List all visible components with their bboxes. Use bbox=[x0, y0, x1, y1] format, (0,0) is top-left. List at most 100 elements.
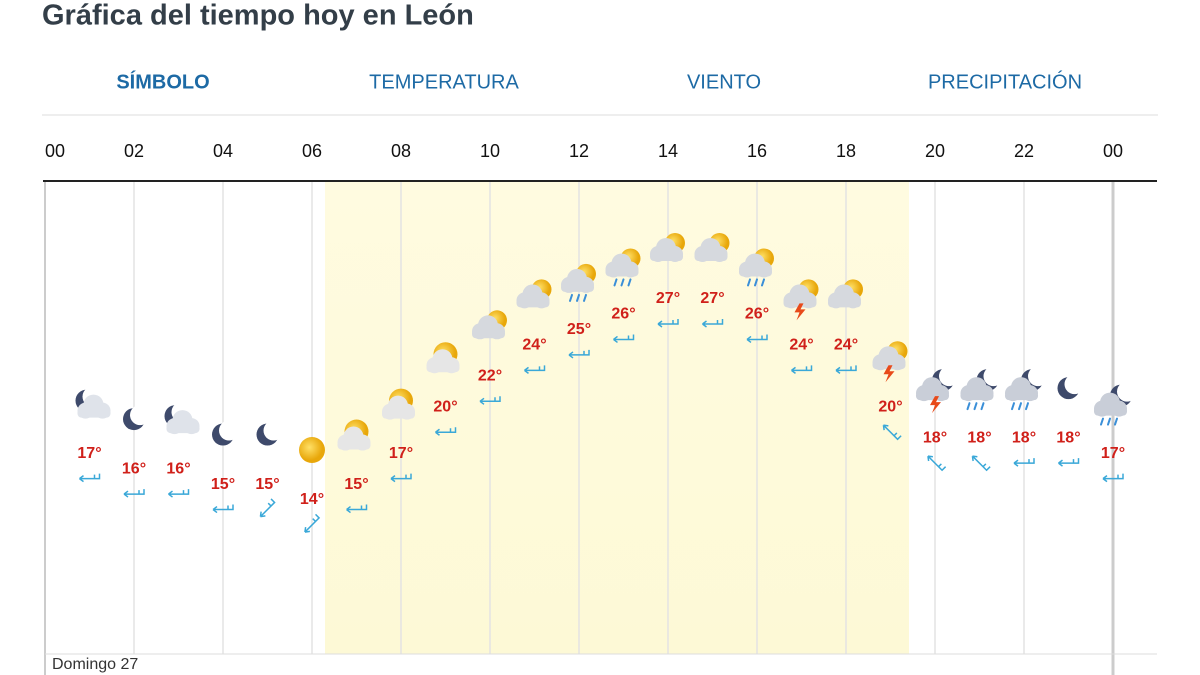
x-tick-label: 00 bbox=[45, 141, 65, 161]
wind-arrow bbox=[1013, 458, 1035, 467]
rain-drop bbox=[627, 278, 632, 287]
wind-arrow bbox=[259, 498, 276, 518]
rain-drop bbox=[1100, 417, 1104, 426]
weather-icon bbox=[960, 366, 1004, 411]
lightning bbox=[883, 365, 895, 383]
wind-arrow bbox=[835, 365, 857, 374]
temperature-label: 16° bbox=[122, 460, 146, 477]
weather-icon bbox=[75, 386, 111, 419]
wind-arrow bbox=[657, 319, 679, 328]
wind-arrow-shape bbox=[568, 349, 590, 359]
wind-arrow bbox=[613, 334, 635, 344]
sun bbox=[299, 437, 325, 463]
x-tick-label: 10 bbox=[480, 141, 500, 161]
rain-drop bbox=[583, 293, 587, 302]
wind-arrow-shape bbox=[971, 455, 991, 472]
moon-cut bbox=[1028, 366, 1048, 387]
weather-icon bbox=[426, 342, 460, 374]
temperature-label: 17° bbox=[389, 445, 413, 462]
weather-icon bbox=[783, 279, 819, 321]
wind-arrow-shape bbox=[79, 473, 101, 483]
cloud bbox=[650, 252, 683, 261]
tab[interactable]: VIENTO bbox=[687, 71, 761, 93]
wind-arrow bbox=[123, 489, 145, 498]
rain-drop bbox=[747, 278, 751, 287]
temperature-label: 15° bbox=[344, 476, 368, 493]
wind-arrow-shape bbox=[346, 504, 368, 514]
wind-arrow-shape bbox=[1058, 458, 1080, 467]
temperature-label: 14° bbox=[300, 491, 324, 508]
cloud bbox=[783, 298, 817, 308]
moon-cut bbox=[1064, 374, 1085, 395]
weather-icon bbox=[299, 437, 325, 463]
x-tick-label: 14 bbox=[658, 141, 678, 161]
moon-cut bbox=[939, 366, 959, 387]
wind-arrow bbox=[168, 489, 190, 498]
wind-arrow-shape bbox=[702, 319, 724, 328]
temperature-label: 26° bbox=[611, 306, 635, 323]
weather-icon bbox=[1005, 366, 1048, 411]
cloud bbox=[1094, 406, 1127, 416]
temperature-label: 22° bbox=[478, 368, 502, 385]
rain-drop bbox=[576, 293, 580, 302]
moon-cut bbox=[1117, 381, 1137, 402]
temperature-label: 20° bbox=[433, 398, 457, 415]
weather-icon bbox=[164, 402, 200, 435]
wind-arrow-shape bbox=[390, 473, 412, 483]
wind-arrow-shape bbox=[168, 489, 190, 498]
x-tick-label: 02 bbox=[124, 141, 144, 161]
cloud bbox=[1005, 391, 1038, 401]
wind-arrow bbox=[390, 473, 412, 483]
weather-icon bbox=[256, 420, 284, 446]
weather-icon bbox=[605, 248, 641, 287]
wind-arrow-shape bbox=[1102, 473, 1124, 483]
temperature-label: 27° bbox=[656, 290, 680, 307]
wind-arrow-shape bbox=[882, 424, 902, 441]
cloud bbox=[426, 363, 460, 373]
wind-arrow-shape bbox=[1013, 458, 1035, 467]
temperature-label: 17° bbox=[77, 445, 101, 462]
cloud bbox=[472, 329, 505, 339]
weather-icon bbox=[694, 233, 730, 262]
cloud bbox=[382, 409, 415, 419]
weather-icon bbox=[916, 366, 959, 414]
temperature-label: 16° bbox=[166, 460, 190, 477]
cloud bbox=[77, 408, 111, 418]
cloud bbox=[739, 267, 772, 277]
rain-drop bbox=[1011, 402, 1015, 411]
wind-arrow bbox=[791, 365, 813, 374]
cloud bbox=[166, 424, 200, 434]
rain-drop bbox=[980, 402, 985, 411]
wind-arrow bbox=[479, 396, 501, 405]
weather-icon bbox=[739, 248, 774, 287]
wind-arrow-shape bbox=[304, 513, 321, 533]
wind-arrow-shape bbox=[212, 504, 234, 514]
wind-arrow-shape bbox=[259, 498, 276, 518]
tab[interactable]: PRECIPITACIÓN bbox=[928, 70, 1082, 93]
weather-icon bbox=[1057, 374, 1085, 400]
wind-arrow-shape bbox=[927, 455, 947, 472]
rain-drop bbox=[1114, 417, 1118, 426]
weather-icon bbox=[382, 388, 415, 420]
wind-arrow bbox=[971, 455, 991, 472]
rain-drop bbox=[613, 278, 618, 287]
rain-drop bbox=[1018, 402, 1022, 411]
tab[interactable]: TEMPERATURA bbox=[369, 71, 519, 93]
moon-cut bbox=[263, 420, 284, 441]
cloud bbox=[337, 440, 371, 450]
weather-icon bbox=[1094, 381, 1137, 426]
wind-arrow bbox=[1102, 473, 1124, 483]
wind-arrow bbox=[1058, 458, 1080, 467]
wind-arrow bbox=[304, 513, 321, 533]
tab[interactable]: SÍMBOLO bbox=[116, 70, 209, 93]
x-tick-label: 22 bbox=[1014, 141, 1034, 161]
wind-arrow bbox=[524, 365, 546, 374]
x-tick-label: 12 bbox=[569, 141, 589, 161]
x-tick-label: 20 bbox=[925, 141, 945, 161]
lightning bbox=[794, 303, 806, 321]
wind-arrow bbox=[927, 455, 947, 472]
weather-icon bbox=[872, 341, 908, 383]
cloud bbox=[872, 360, 906, 370]
wind-arrow bbox=[346, 504, 368, 514]
temperature-label: 18° bbox=[923, 429, 947, 446]
